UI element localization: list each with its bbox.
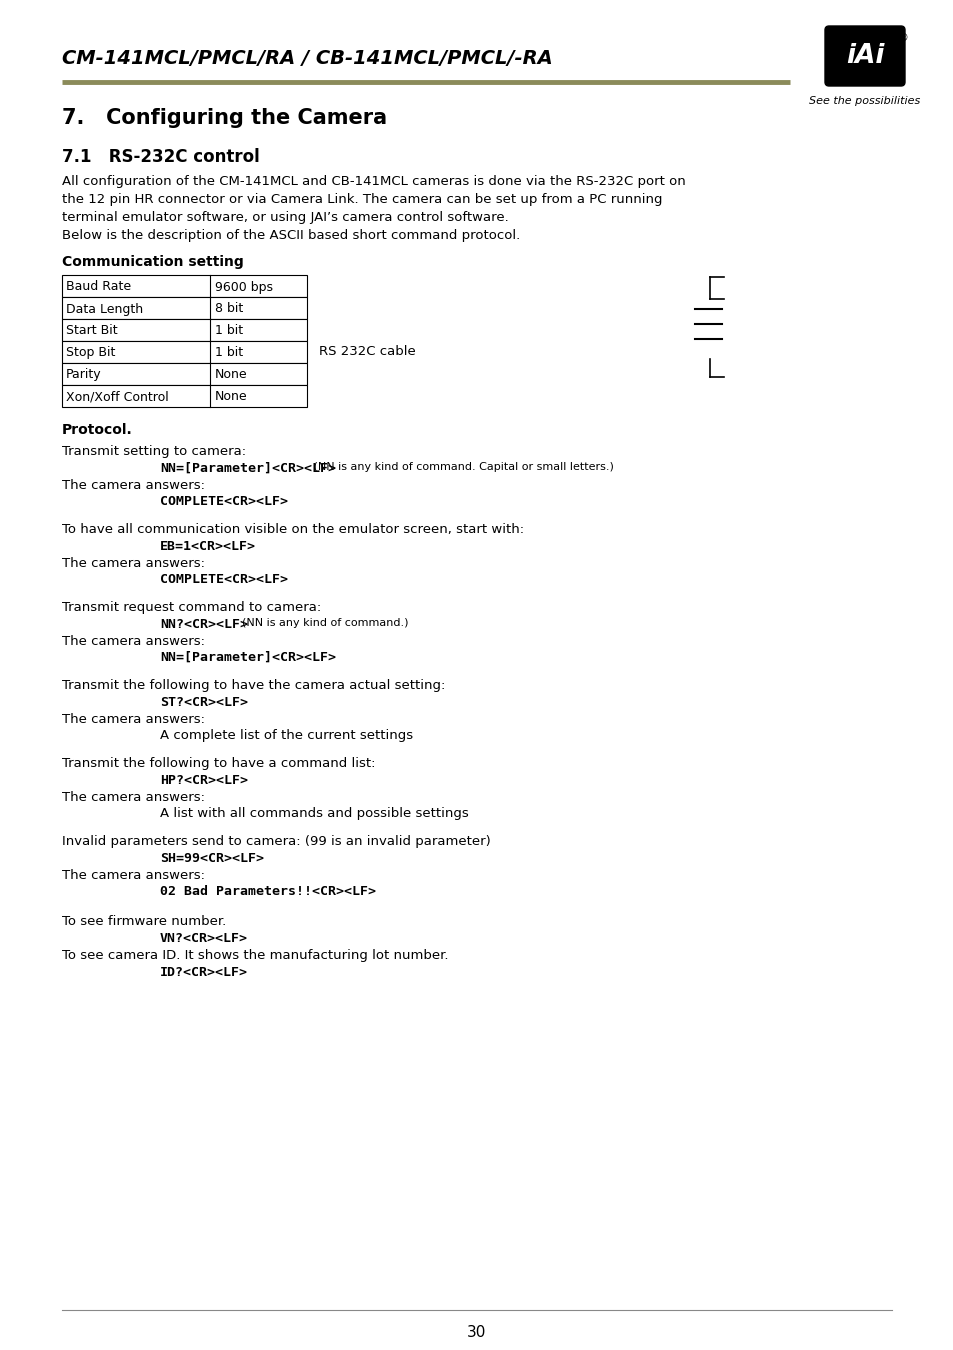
Text: See the possibilities: See the possibilities (808, 96, 920, 107)
Text: the 12 pin HR connector or via Camera Link. The camera can be set up from a PC r: the 12 pin HR connector or via Camera Li… (62, 193, 661, 207)
Text: 9600 bps: 9600 bps (214, 281, 273, 293)
Text: Baud Rate: Baud Rate (66, 281, 131, 293)
Bar (62, 319, 307, 342)
Text: 02 Bad Parameters!!<CR><LF>: 02 Bad Parameters!!<CR><LF> (160, 886, 375, 898)
Text: CM-141MCL/PMCL/RA / CB-141MCL/PMCL/-RA: CM-141MCL/PMCL/RA / CB-141MCL/PMCL/-RA (62, 49, 552, 68)
Bar (62, 385, 307, 406)
Text: HP?<CR><LF>: HP?<CR><LF> (160, 774, 248, 787)
Text: 30: 30 (467, 1324, 486, 1341)
Text: 1 bit: 1 bit (214, 324, 243, 338)
Text: Transmit setting to camera:: Transmit setting to camera: (62, 446, 246, 458)
Text: Transmit the following to have a command list:: Transmit the following to have a command… (62, 757, 375, 769)
Text: The camera answers:: The camera answers: (62, 634, 205, 648)
Text: Invalid parameters send to camera: (99 is an invalid parameter): Invalid parameters send to camera: (99 i… (62, 836, 490, 848)
Text: Below is the description of the ASCII based short command protocol.: Below is the description of the ASCII ba… (62, 230, 519, 242)
FancyBboxPatch shape (824, 26, 904, 86)
Text: ID?<CR><LF>: ID?<CR><LF> (160, 967, 248, 979)
Text: All configuration of the CM-141MCL and CB-141MCL cameras is done via the RS-232C: All configuration of the CM-141MCL and C… (62, 176, 685, 188)
Bar (62, 342, 307, 363)
Text: Protocol.: Protocol. (62, 423, 132, 437)
Text: To see firmware number.: To see firmware number. (62, 915, 226, 927)
Text: 7.1   RS-232C control: 7.1 RS-232C control (62, 148, 259, 166)
Text: RS 232C cable: RS 232C cable (318, 346, 416, 359)
Text: ST?<CR><LF>: ST?<CR><LF> (160, 697, 248, 709)
Text: 1 bit: 1 bit (214, 347, 243, 359)
Text: Transmit the following to have the camera actual setting:: Transmit the following to have the camer… (62, 679, 445, 693)
Text: The camera answers:: The camera answers: (62, 869, 205, 882)
Text: Communication setting: Communication setting (62, 255, 244, 269)
Text: (NN is any kind of command.): (NN is any kind of command.) (234, 618, 408, 628)
Text: None: None (214, 369, 248, 382)
Text: A complete list of the current settings: A complete list of the current settings (160, 729, 413, 742)
Text: None: None (214, 390, 248, 404)
Text: EB=1<CR><LF>: EB=1<CR><LF> (160, 540, 255, 553)
Text: 7.   Configuring the Camera: 7. Configuring the Camera (62, 108, 387, 128)
Text: The camera answers:: The camera answers: (62, 479, 205, 491)
Bar (62, 297, 307, 319)
Text: The camera answers:: The camera answers: (62, 713, 205, 726)
Text: NN=[Parameter]<CR><LF>: NN=[Parameter]<CR><LF> (160, 462, 335, 475)
Text: Transmit request command to camera:: Transmit request command to camera: (62, 601, 321, 614)
Text: iAi: iAi (845, 43, 883, 69)
Text: To see camera ID. It shows the manufacturing lot number.: To see camera ID. It shows the manufactu… (62, 949, 448, 963)
Text: SH=99<CR><LF>: SH=99<CR><LF> (160, 852, 264, 865)
Text: A list with all commands and possible settings: A list with all commands and possible se… (160, 807, 468, 819)
Text: To have all communication visible on the emulator screen, start with:: To have all communication visible on the… (62, 522, 523, 536)
Text: COMPLETE<CR><LF>: COMPLETE<CR><LF> (160, 572, 288, 586)
Text: The camera answers:: The camera answers: (62, 558, 205, 570)
Text: Stop Bit: Stop Bit (66, 347, 115, 359)
Text: Xon/Xoff Control: Xon/Xoff Control (66, 390, 169, 404)
Text: VN?<CR><LF>: VN?<CR><LF> (160, 931, 248, 945)
Text: Start Bit: Start Bit (66, 324, 117, 338)
Bar (62, 275, 307, 297)
Text: terminal emulator software, or using JAI’s camera control software.: terminal emulator software, or using JAI… (62, 211, 508, 224)
Text: (NN is any kind of command. Capital or small letters.): (NN is any kind of command. Capital or s… (310, 462, 613, 472)
Text: COMPLETE<CR><LF>: COMPLETE<CR><LF> (160, 495, 288, 508)
Text: Data Length: Data Length (66, 302, 143, 316)
Text: 8 bit: 8 bit (214, 302, 243, 316)
Bar (62, 363, 307, 385)
Text: The camera answers:: The camera answers: (62, 791, 205, 805)
Text: NN?<CR><LF>: NN?<CR><LF> (160, 618, 248, 630)
Text: NN=[Parameter]<CR><LF>: NN=[Parameter]<CR><LF> (160, 651, 335, 664)
Text: Parity: Parity (66, 369, 102, 382)
Text: ®: ® (898, 32, 908, 43)
